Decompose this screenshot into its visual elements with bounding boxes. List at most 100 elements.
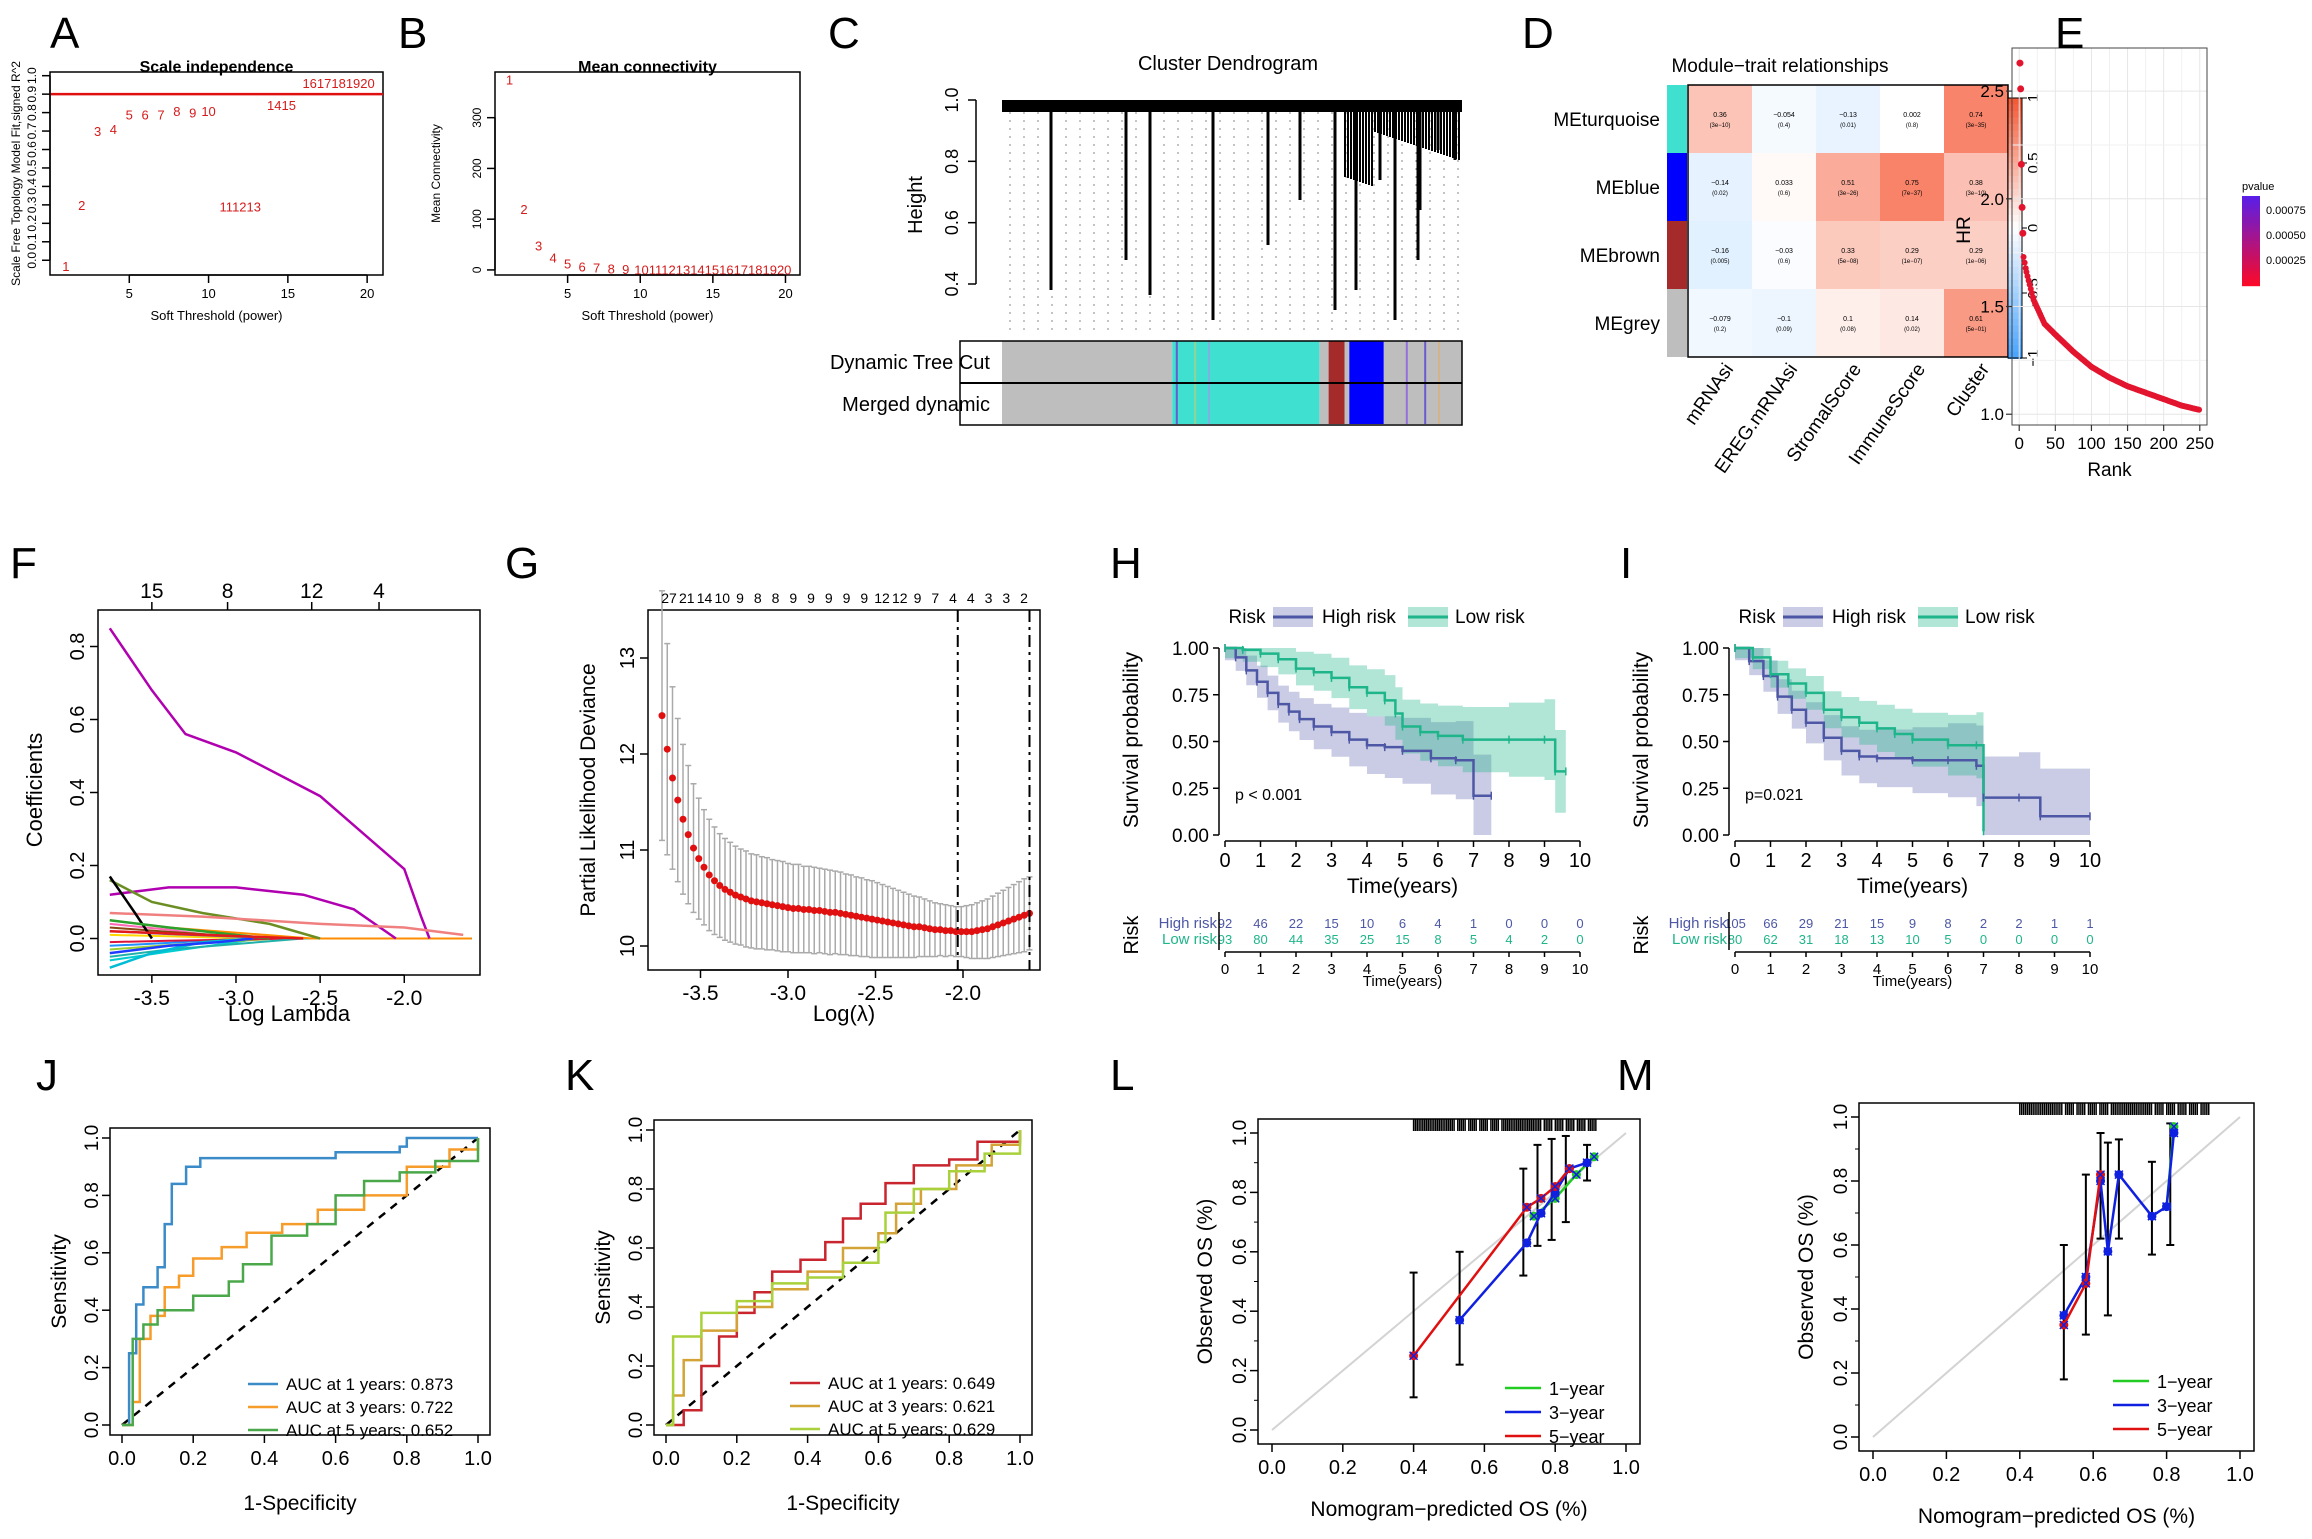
x-tick-label: 0.4 (250, 1448, 278, 1470)
risk-count-low: 31 (1799, 932, 1813, 947)
scale-swatch (2008, 325, 2022, 333)
x-tick-label: 100 (2077, 434, 2105, 453)
point-label: 9 (622, 262, 629, 277)
y-tick-label: 0.7 (25, 122, 39, 139)
x-tick-label: 1 (1255, 850, 1266, 872)
deviance-point (753, 898, 760, 906)
module-segment-blue (1349, 383, 1384, 424)
roc-curve-5-years (666, 1130, 1022, 1427)
legend-swatch (2242, 196, 2260, 200)
y-tick-label: 0.50 (1682, 733, 1719, 754)
y-tick-label: 0.4 (1230, 1298, 1251, 1325)
scale-swatch (2008, 111, 2022, 119)
legend-swatch (2242, 277, 2260, 281)
low-risk-ci (1735, 648, 1984, 835)
chart-title: Module−trait relationships (1671, 56, 1888, 77)
risk-row-label: Low risk (1162, 931, 1218, 948)
legend-swatch (2242, 211, 2260, 215)
module-segment-grey (1383, 383, 1462, 424)
calibration-x (1455, 1315, 1465, 1325)
deviance-point (894, 920, 902, 928)
deviance-point (831, 908, 839, 916)
cell-pvalue: (0.4) (1778, 123, 1790, 129)
cell-pvalue: (0.2) (1714, 327, 1726, 333)
risk-tick-label: 2 (1292, 961, 1300, 978)
deviance-point (826, 908, 834, 916)
scale-swatch (2008, 169, 2022, 177)
scale-swatch (2008, 189, 2022, 197)
y-tick-label: 1.0 (25, 67, 39, 84)
risk-tick-label: 4 (1873, 961, 1881, 978)
x-tick-label: 0.0 (108, 1448, 136, 1470)
risk-tick-label: 6 (1944, 961, 1952, 978)
x-tick-label: 0.6 (322, 1448, 350, 1470)
cell-value: 0.61 (1969, 316, 1983, 323)
y-tick-label: 0.2 (626, 1353, 647, 1379)
risk-count-high: 46 (1253, 916, 1267, 931)
x-tick-label: 3 (1326, 850, 1337, 872)
cell-value: 0.29 (1969, 248, 1983, 255)
x-tick-label: 0.0 (1258, 1457, 1286, 1479)
top-tick-label: 4 (373, 580, 385, 603)
x-tick-label: 5 (1907, 850, 1918, 872)
x-tick-label: 6 (1942, 850, 1953, 872)
y-tick-label: 0.4 (67, 779, 89, 807)
calibration-x (1522, 1238, 1532, 1248)
panel-letter-L: L (1110, 1051, 1134, 1100)
heatmap-cell (1944, 221, 2008, 289)
risk-count-high: 66 (1763, 916, 1777, 931)
risk-count-low: 8 (1434, 932, 1441, 947)
x-tick-label: -3.0 (770, 982, 806, 1005)
legend-tick: 0.00050 (2266, 230, 2306, 242)
risk-tick-label: 8 (1505, 961, 1513, 978)
deviance-point (800, 906, 808, 914)
legend-item: High risk (1322, 607, 1396, 628)
deviance-point (732, 891, 739, 899)
risk-tick-label: 1 (1766, 961, 1774, 978)
x-tick-label: 8 (1503, 850, 1514, 872)
x-tick-label: 5 (126, 286, 133, 301)
y-tick-label: 200 (470, 158, 484, 178)
module-segment-grey (1002, 341, 1173, 382)
scale-swatch (2008, 137, 2022, 145)
calibration-line-5-year (1412, 1167, 1571, 1357)
y-tick-label: 0.2 (1831, 1360, 1852, 1386)
legend-item: AUC at 5 years: 0.652 (286, 1421, 453, 1440)
legend-swatch (2242, 241, 2260, 245)
risk-count-high: 1 (2051, 916, 2058, 931)
cell-pvalue: (1e−06) (1966, 259, 1987, 265)
deviance-point (690, 844, 697, 852)
module-color-MEbrown (1667, 221, 1687, 289)
y-tick-label: 0.2 (1230, 1357, 1251, 1383)
point-label: 1415 (267, 98, 296, 113)
scale-swatch (2008, 247, 2022, 255)
plot-frame (109, 1127, 491, 1436)
risk-table-title: Risk (1631, 915, 1653, 955)
legend-swatch (2242, 274, 2260, 278)
scale-swatch (2008, 176, 2022, 184)
row-label: MEgrey (1595, 314, 1661, 335)
risk-tick-label: 6 (1434, 961, 1442, 978)
risk-count-high: 92 (1218, 916, 1232, 931)
plot-frame (49, 71, 384, 276)
deviance-point (942, 927, 949, 935)
cell-pvalue: (0.02) (1712, 191, 1728, 197)
scale-label: 0 (2025, 224, 2042, 232)
heatmap-cell (1816, 153, 1880, 221)
legend-swatch (2242, 232, 2260, 236)
scale-swatch (2008, 280, 2022, 288)
y-axis-label: Sensitivity (48, 1234, 71, 1329)
top-tick-label: 12 (892, 590, 908, 606)
module-segment-grey (1319, 341, 1329, 382)
x-tick-label: 15 (281, 286, 295, 301)
legend-tick: 0.00075 (2266, 205, 2306, 217)
heatmap-cell (1944, 85, 2008, 153)
p-value: p=0.021 (1745, 787, 1803, 804)
top-tick-label: 21 (679, 590, 695, 606)
risk-tick-label: 3 (1837, 961, 1845, 978)
risk-count-high: 1 (2086, 916, 2093, 931)
x-tick-label: 2 (1800, 850, 1811, 872)
cell-value: −0.14 (1711, 180, 1729, 187)
